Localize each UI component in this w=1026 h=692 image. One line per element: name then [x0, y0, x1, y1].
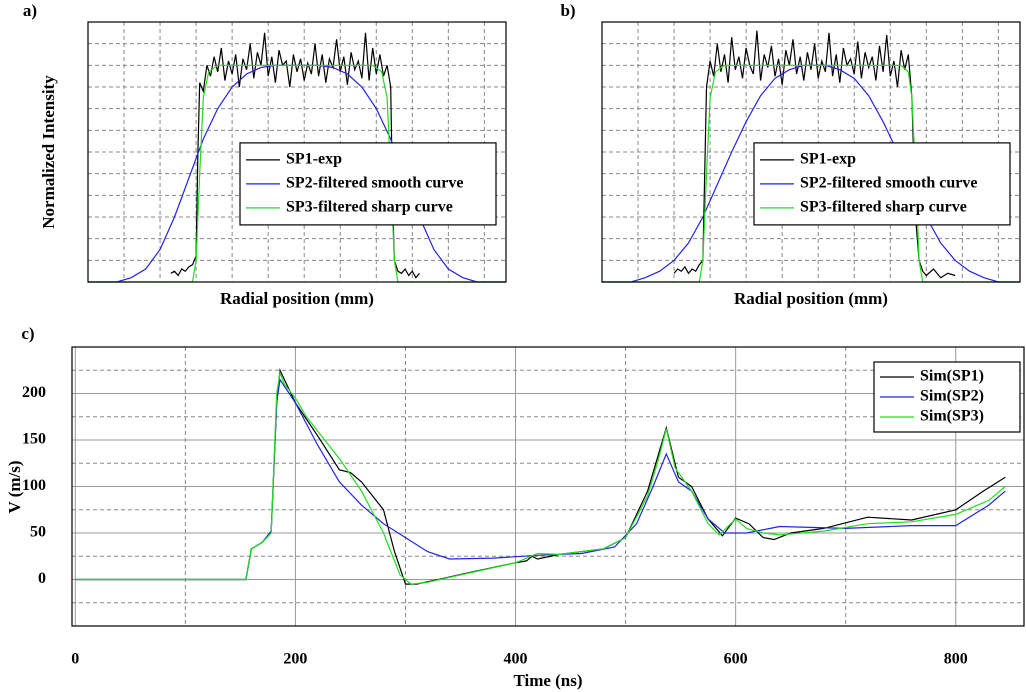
legend-label: SP2-filtered smooth curve	[800, 175, 977, 192]
plot-frame	[71, 346, 1025, 627]
y-tick-label: 150	[22, 431, 46, 448]
legend-label: Sim(SP3)	[920, 408, 984, 425]
legend-label: SP2-filtered smooth curve	[286, 175, 463, 192]
legend-label: SP1-exp	[286, 151, 342, 168]
legend-label: Sim(SP2)	[920, 388, 984, 405]
series-line	[75, 368, 1006, 585]
legend-box	[239, 142, 497, 226]
series-line	[75, 377, 1006, 581]
legend-label: SP3-filtered sharp curve	[800, 199, 967, 216]
series-line	[170, 32, 420, 279]
panel-label: b)	[560, 1, 575, 20]
plot-frame	[601, 21, 1021, 283]
x-tick-label: 200	[283, 651, 307, 668]
x-tick-label: 800	[944, 651, 968, 668]
y-axis-label: Normalized Intensity	[39, 75, 58, 229]
legend-box	[753, 142, 1011, 226]
y-axis-label: V (m/s)	[5, 460, 24, 513]
x-tick-label: 600	[724, 651, 748, 668]
x-tick-label: 0	[71, 651, 79, 668]
panel-label: a)	[23, 1, 37, 20]
series-line	[673, 30, 956, 279]
y-tick-label: 200	[22, 384, 46, 401]
legend-label: SP1-exp	[800, 151, 856, 168]
x-axis-label: Radial position (mm)	[734, 289, 888, 308]
y-tick-label: 50	[30, 524, 46, 541]
y-tick-label: 0	[38, 570, 46, 587]
legend-label: SP3-filtered sharp curve	[286, 199, 453, 216]
x-axis-label: Time (ns)	[513, 671, 582, 690]
legend-label: Sim(SP1)	[920, 368, 984, 385]
series-line	[602, 64, 1020, 283]
plot-frame	[87, 21, 507, 283]
series-line	[88, 64, 506, 283]
x-tick-label: 400	[504, 651, 528, 668]
panel-label: c)	[21, 324, 34, 343]
series-line	[75, 370, 1006, 585]
y-tick-label: 100	[22, 477, 46, 494]
x-axis-label: Radial position (mm)	[220, 289, 374, 308]
